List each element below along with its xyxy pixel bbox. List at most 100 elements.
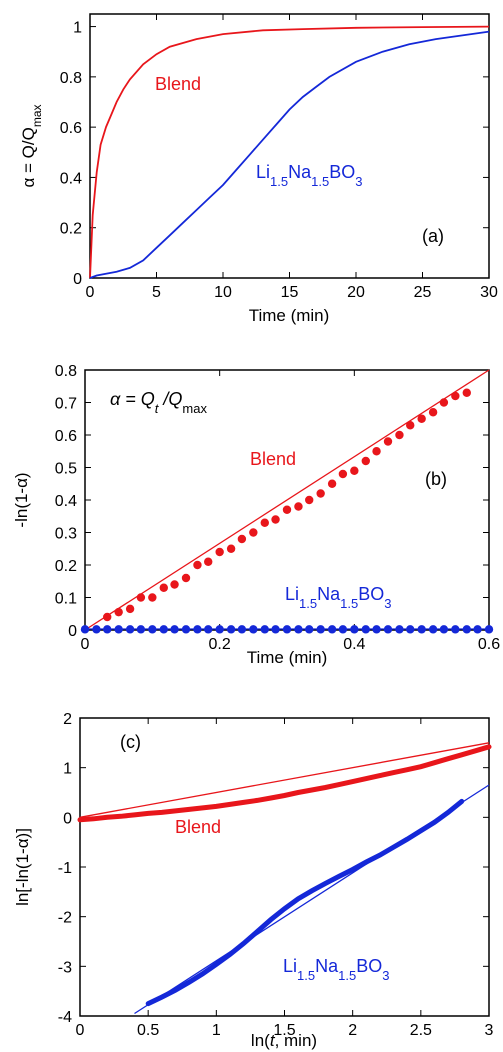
li-na-bo3-data-point	[406, 625, 415, 634]
panel-c-label: (c)	[120, 732, 141, 752]
li-na-bo3-data-point	[226, 625, 236, 634]
y-tick-label: -3	[58, 959, 72, 976]
blend-data-point	[193, 560, 202, 570]
li-na-bo3-data-point	[294, 625, 303, 634]
blend-data-point	[125, 604, 135, 614]
x-tick-label: 2	[348, 1022, 357, 1039]
blend-data-point	[181, 573, 191, 583]
blend-data-point	[383, 437, 393, 446]
panel-a-y-axis-label: α = Q/Qmax	[19, 104, 44, 187]
li-na-bo3-series-line	[89, 30, 490, 279]
panel-c-x-axis-label: ln(t, min)	[251, 1031, 317, 1050]
li-na-bo3-data-point	[462, 625, 471, 634]
y-tick-label: 0.5	[55, 461, 77, 478]
li-na-bo3-fit-line	[134, 784, 490, 1015]
y-tick-label: 0	[68, 623, 77, 640]
li-na-bo3-data-point	[193, 625, 202, 634]
li-na-bo3-data-point	[125, 625, 135, 634]
x-tick-label: 1	[212, 1022, 221, 1039]
panel-c-scatter-chart: 0 0.5 1 1.5 2 2.5 3 -4 -3 -2 -1 0 1 2 ln(t, min) ln[-…	[13, 711, 494, 1050]
li-na-bo3-data-point	[215, 625, 224, 634]
blend-data-point	[361, 456, 370, 466]
x-tick-label: 25	[414, 284, 432, 301]
x-tick-label: 15	[281, 284, 299, 301]
blend-data-point	[305, 495, 314, 505]
x-tick-label: 30	[480, 284, 498, 301]
li-na-bo3-data-point	[260, 625, 269, 634]
blend-data-point	[249, 528, 258, 537]
x-tick-label: 0	[81, 636, 90, 653]
li-na-bo3-data-point	[114, 625, 123, 634]
li-na-bo3-data-point	[181, 625, 191, 634]
blend-data-point	[338, 469, 348, 479]
x-tick-label: 0.4	[343, 636, 365, 653]
y-tick-label: 0.6	[55, 428, 77, 445]
li-na-bo3-data-point	[327, 625, 337, 634]
y-tick-label: 0.6	[60, 120, 82, 137]
x-tick-label: 5	[152, 284, 161, 301]
panel-b-scatter-chart: 0 0.2 0.4 0.6 0 0.1 0.2 0.3 0.4 0.5 0.6 0.7 0.8 Time…	[12, 363, 500, 667]
panel-b-series	[80, 369, 494, 634]
li-na-bo3-data-point	[338, 625, 348, 634]
panel-c-blend-label: Blend	[175, 817, 221, 837]
blend-data-trace	[77, 744, 492, 823]
li-na-bo3-data-point	[484, 625, 494, 634]
blend-data-point	[350, 466, 359, 475]
blend-series-line	[89, 25, 490, 279]
blend-data-point	[294, 502, 303, 511]
li-na-bo3-data-point	[383, 625, 393, 634]
li-na-bo3-data-point	[305, 625, 314, 634]
blend-data-point	[260, 518, 269, 527]
blend-data-point	[148, 593, 157, 602]
li-na-bo3-data-point	[136, 625, 146, 634]
panel-a-blend-label: Blend	[155, 74, 201, 94]
y-tick-label: 0	[63, 810, 72, 827]
y-tick-label: 1	[63, 761, 72, 778]
x-tick-label: 20	[347, 284, 365, 301]
li-na-bo3-data-point	[148, 625, 157, 634]
y-tick-label: 0.8	[55, 363, 77, 380]
panel-b-equation: α = Qt /Qmax	[110, 389, 207, 416]
x-tick-label: 0.6	[478, 636, 500, 653]
y-tick-label: 0.4	[60, 170, 82, 187]
y-tick-label: 0.2	[55, 558, 77, 575]
blend-data-point	[237, 534, 247, 544]
x-tick-label: 0.5	[137, 1022, 159, 1039]
blend-data-point	[204, 557, 213, 566]
blend-data-point	[215, 547, 224, 557]
li-na-bo3-data-trace	[145, 798, 465, 1007]
blend-data-point	[406, 421, 415, 430]
y-tick-label: 1	[73, 20, 82, 37]
blend-data-point	[417, 414, 426, 423]
panel-b-blend-label: Blend	[250, 449, 296, 469]
y-tick-label: 2	[63, 711, 72, 728]
li-na-bo3-data-point	[428, 625, 438, 634]
panel-a-ticks: 0 5 10 15 20 25 30 0 0.2 0.4 0.6 0.8 1	[60, 14, 498, 301]
li-na-bo3-data-point	[350, 625, 359, 634]
y-tick-label: 0	[73, 271, 82, 288]
y-tick-label: -2	[58, 910, 72, 927]
y-tick-label: 0.1	[55, 591, 77, 608]
y-tick-label: 0.2	[60, 221, 82, 238]
li-na-bo3-data-point	[473, 625, 482, 634]
li-na-bo3-data-point	[282, 625, 292, 634]
blend-data-point	[114, 607, 123, 617]
li-na-bo3-data-point	[237, 625, 247, 634]
panel-b-x-axis-label: Time (min)	[247, 648, 328, 667]
li-na-bo3-data-point	[92, 625, 101, 634]
panel-a-label: (a)	[422, 226, 444, 246]
li-na-bo3-data-point	[159, 625, 168, 634]
blend-data-point	[159, 583, 168, 592]
li-na-bo3-data-point	[204, 625, 213, 634]
blend-fit-line	[84, 369, 490, 631]
li-na-bo3-data-point	[439, 625, 449, 634]
x-tick-label: 0	[76, 1022, 85, 1039]
blend-data-point	[372, 447, 381, 456]
y-tick-label: 0.7	[55, 396, 77, 413]
blend-data-point	[282, 505, 292, 514]
x-tick-label: 2.5	[410, 1022, 432, 1039]
y-tick-label: 0.8	[60, 70, 82, 87]
panel-c-li-label: Li1.5Na1.5BO3	[283, 956, 389, 983]
panel-a-series	[89, 25, 490, 279]
panel-b-li-label: Li1.5Na1.5BO3	[285, 584, 391, 611]
